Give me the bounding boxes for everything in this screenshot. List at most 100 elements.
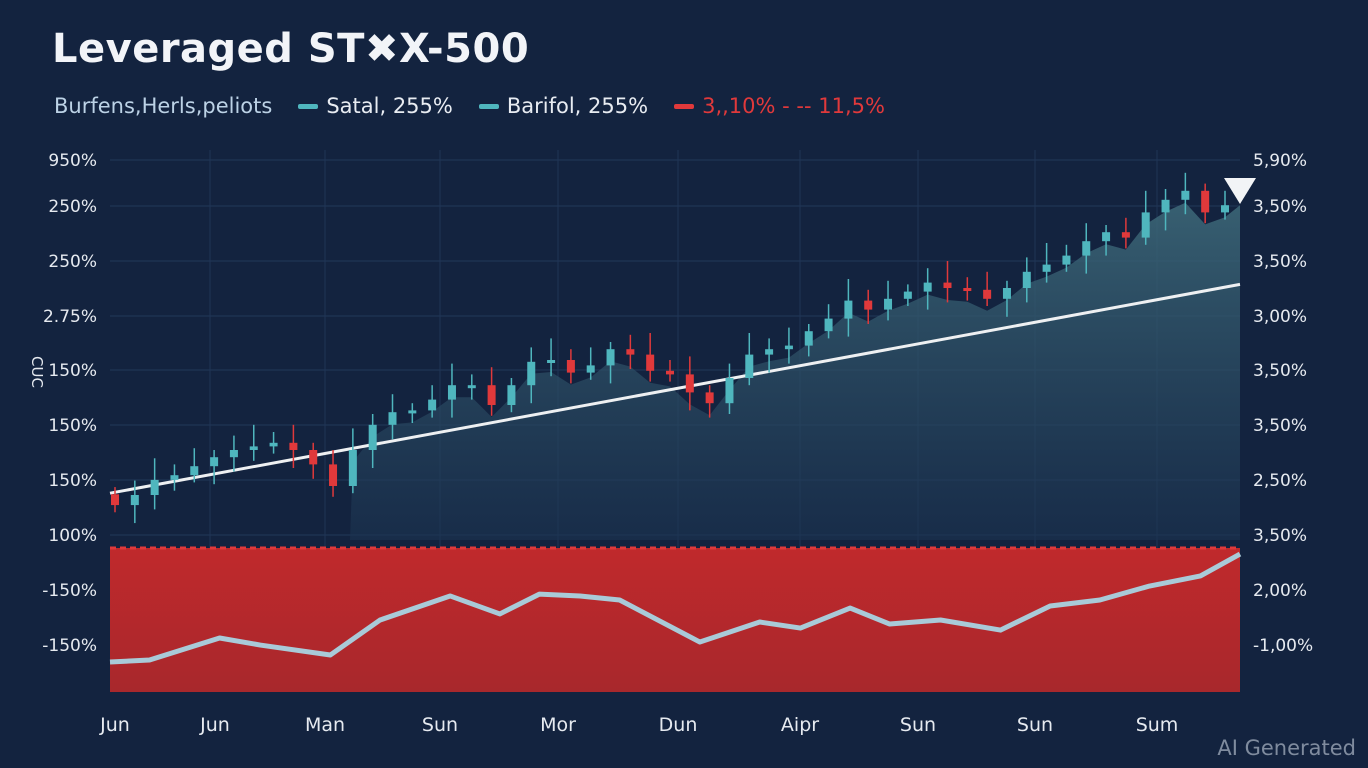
x-tick: Mor: [540, 714, 576, 736]
legend-item: 3,,10% - -- 11,5%: [674, 94, 885, 118]
candle-body: [368, 424, 377, 450]
candle-body: [725, 378, 734, 404]
x-tick: Sun: [422, 714, 458, 736]
candle-body: [467, 385, 476, 389]
trend-line: [109, 282, 1241, 495]
candle-body: [804, 331, 813, 346]
candle-body: [190, 466, 199, 476]
lower-wave-line: [109, 551, 1242, 665]
y-tick-left: 250%: [48, 197, 97, 217]
y-tick-right: 3,50%: [1253, 416, 1307, 436]
y-tick-left: 150%: [48, 361, 97, 381]
marker-triangle: [1224, 178, 1256, 204]
candle-body: [388, 412, 397, 425]
candle-body: [1082, 241, 1091, 256]
candle-body: [1141, 212, 1150, 238]
y-tick-right: 3,50%: [1253, 526, 1307, 546]
candle-body: [408, 410, 417, 414]
legend-item: Satal, 255%: [298, 94, 453, 118]
y-tick-right: 5,90%: [1253, 151, 1307, 171]
chart-title: Leveraged ST✖X-500: [52, 26, 530, 72]
y-tick-right: 3,50%: [1253, 197, 1307, 217]
candle-body: [566, 360, 575, 373]
candle-body: [1042, 264, 1051, 272]
y-tick-left: 150%: [48, 416, 97, 436]
candle-body: [428, 399, 437, 411]
y-tick-right: 3,50%: [1253, 252, 1307, 272]
legend-item: Burfens,Herls,peliots: [54, 94, 272, 118]
candle-body: [1221, 205, 1229, 213]
candle-body: [1022, 271, 1031, 288]
y-tick-left: -150%: [42, 636, 97, 656]
x-tick: Aipr: [781, 714, 819, 736]
candle-body: [646, 354, 655, 371]
shaded-area: [350, 202, 1240, 541]
legend-swatch: [674, 103, 695, 109]
legend-swatch: [298, 103, 319, 109]
candle-body: [666, 370, 674, 375]
candle-body: [943, 282, 952, 288]
legend-item: Barifol, 255%: [478, 94, 649, 118]
candle-body: [685, 374, 694, 393]
x-tick: Jun: [99, 714, 130, 736]
x-tick: Sum: [1136, 714, 1179, 736]
y-tick-right: 2,50%: [1253, 471, 1307, 491]
candle-body: [1201, 190, 1210, 213]
candle-body: [210, 457, 219, 467]
candle-body: [1161, 199, 1170, 213]
candle-body: [963, 288, 972, 291]
x-tick: Sun: [1017, 714, 1053, 736]
candle-body: [903, 291, 912, 299]
candle-body: [586, 365, 595, 373]
y-tick-left: -150%: [42, 581, 97, 601]
x-tick: Man: [305, 714, 345, 736]
lower-panel-fill: [110, 548, 1240, 692]
candle-body: [348, 450, 357, 486]
candle-body: [447, 385, 456, 400]
candle-body: [130, 495, 139, 506]
candle-body: [309, 450, 318, 465]
candle-body: [1121, 232, 1130, 238]
candle-body: [229, 450, 238, 458]
candle-body: [765, 349, 774, 355]
candle-body: [1102, 232, 1111, 242]
candle-body: [329, 464, 338, 486]
candle-body: [983, 289, 992, 299]
x-tick: Jun: [199, 714, 230, 736]
y-tick-right: 2,00%: [1253, 581, 1307, 601]
candle-body: [844, 300, 853, 319]
y-tick-left: 100%: [48, 526, 97, 546]
y-axis-label: CUC: [28, 356, 46, 388]
candle-body: [1062, 255, 1071, 265]
candle-body: [824, 318, 833, 332]
legend-label: Barifol, 255%: [506, 94, 649, 118]
candle-body: [745, 354, 754, 378]
candle-body: [150, 479, 159, 495]
y-tick-right: 3,50%: [1253, 361, 1307, 381]
candle-body: [547, 360, 556, 363]
candle-body: [1181, 190, 1190, 200]
y-tick-left: 250%: [48, 252, 97, 272]
legend: Burfens,Herls,peliots Satal, 255% Barifo…: [54, 94, 901, 118]
candle-body: [606, 349, 615, 366]
candle-body: [923, 282, 932, 292]
watermark: AI Generated: [1217, 736, 1356, 760]
candle-body: [527, 361, 536, 386]
candle-body: [487, 385, 496, 405]
y-tick-right: -1,00%: [1253, 636, 1313, 656]
y-tick-left: 950%: [48, 151, 97, 171]
y-tick-right: 3,00%: [1253, 307, 1307, 327]
candle-body: [784, 345, 793, 350]
candle-body: [626, 349, 635, 355]
candle-body: [1002, 288, 1011, 299]
candle-body: [864, 300, 873, 310]
candle-body: [249, 446, 258, 450]
legend-label: 3,,10% - -- 11,5%: [702, 94, 885, 118]
y-tick-left: 150%: [48, 471, 97, 491]
legend-swatch: [478, 103, 499, 109]
candle-body: [170, 475, 179, 480]
candle-body: [884, 298, 893, 310]
y-tick-left: 2.75%: [43, 307, 97, 327]
legend-label: Satal, 255%: [326, 94, 453, 118]
